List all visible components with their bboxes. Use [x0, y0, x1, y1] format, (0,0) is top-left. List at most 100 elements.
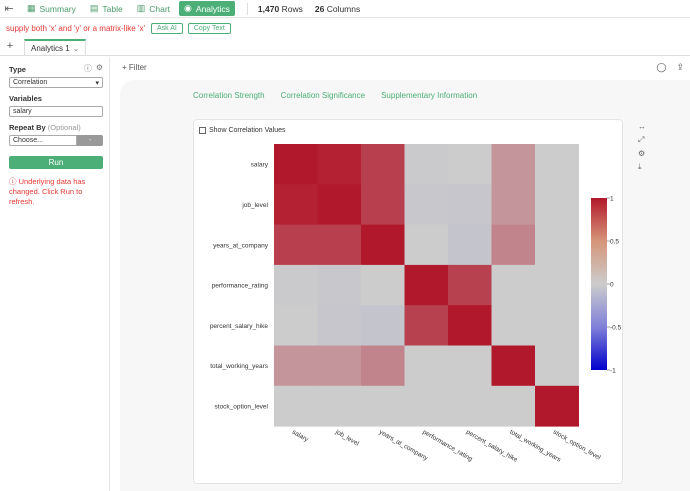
rows-count: 1,470	[257, 3, 280, 14]
show-values-checkbox[interactable]: Show Correlation Values	[199, 127, 286, 134]
heatmap-cell	[535, 144, 579, 185]
heatmap-cell	[361, 385, 405, 427]
y-tick-label: performance_rating	[212, 283, 269, 290]
expand-horizontal-icon[interactable]: ↔	[638, 122, 646, 131]
result-subtabs: Correlation Strength Correlation Signifi…	[193, 91, 477, 100]
refresh-warning: ⓘ Underlying data has changed. Click Run…	[9, 177, 103, 207]
variables-label: Variables	[9, 94, 42, 103]
tab-analytics-label: Analytics	[195, 3, 230, 14]
heatmap-cell	[361, 264, 405, 306]
rows-stat: 1,470 Rows	[258, 4, 303, 14]
colorbar-tick-label: -1	[610, 368, 616, 375]
colorbar-tick-label: 0	[610, 282, 614, 289]
download-icon[interactable]: ⤓	[638, 162, 642, 171]
error-bar: supply both 'x' and 'y' or a matrix-like…	[0, 21, 236, 35]
heatmap-cell	[274, 264, 318, 306]
variables-value: salary	[13, 108, 32, 115]
heatmap-cell	[448, 224, 492, 266]
tab-table[interactable]: ▤ Table	[85, 1, 128, 16]
add-tab-icon[interactable]: +	[6, 40, 14, 52]
colorbar-tick-label: 1	[610, 196, 614, 203]
tab-analytics[interactable]: ◉ Analytics	[179, 1, 235, 16]
heatmap-cell	[404, 305, 449, 346]
heatmap-cell	[491, 385, 536, 427]
tab-summary[interactable]: ▦ Summary	[22, 1, 81, 16]
heatmap-cell	[535, 224, 579, 266]
run-button[interactable]: Run	[9, 156, 103, 169]
expand-icon[interactable]: ⤢	[638, 135, 645, 144]
heatmap-cell	[535, 184, 579, 226]
heatmap-cell	[535, 385, 579, 427]
share-icon[interactable]: ⇪	[676, 62, 684, 72]
rows-label: Rows	[281, 3, 303, 14]
type-label: Type	[9, 65, 26, 74]
gear-icon[interactable]: ⚙	[95, 63, 103, 72]
warning-icon: ⓘ	[9, 177, 17, 186]
subtab-supplementary-information[interactable]: Supplementary Information	[381, 91, 478, 100]
heatmap-cell	[317, 385, 362, 427]
error-message: supply both 'x' and 'y' or a matrix-like…	[6, 23, 145, 33]
heatmap-cell	[274, 385, 318, 427]
settings-icon[interactable]: ⚙	[638, 149, 646, 158]
x-tick-label: job_level	[333, 428, 360, 448]
type-select-value: Correlation	[13, 79, 48, 86]
columns-stat: 26 Columns	[315, 4, 360, 14]
y-tick-label: job_level	[241, 202, 268, 209]
repeat-by-choose[interactable]: Choose...	[9, 135, 77, 146]
colorbar	[591, 198, 607, 370]
y-tick-label: percent_salary_hike	[210, 323, 269, 330]
heatmap-cell	[448, 184, 492, 226]
chevron-down-icon[interactable]: ⌄	[72, 43, 80, 53]
plus-icon: +	[122, 62, 127, 72]
heatmap-cell	[274, 345, 318, 387]
ask-ai-button[interactable]: Ask AI	[151, 22, 183, 34]
y-tick-label: years_at_company	[213, 242, 269, 249]
filter-row: + Filter	[110, 57, 690, 77]
repeat-by-label: Repeat By (Optional)	[9, 123, 103, 132]
heatmap-cell	[361, 144, 405, 185]
columns-count: 26	[314, 3, 325, 14]
tab-chart-label: Chart	[149, 3, 171, 14]
colorbar-tick-label: -0.5	[610, 325, 622, 332]
tab-table-label: Table	[102, 3, 123, 14]
tab-chart[interactable]: ▥ Chart	[132, 1, 175, 16]
heatmap-cell	[491, 184, 536, 226]
heatmap-cell	[404, 224, 449, 266]
heatmap-cell	[274, 144, 318, 185]
heatmap-cell	[317, 144, 362, 185]
heatmap-cell	[448, 385, 492, 427]
heatmap-cell	[317, 264, 362, 306]
repeat-by-dash[interactable]: -	[77, 135, 103, 146]
back-icon[interactable]: ⇤	[4, 3, 14, 15]
show-values-label: Show Correlation Values	[209, 127, 286, 134]
subtab-correlation-strength[interactable]: Correlation Strength	[193, 91, 265, 100]
heatmap-cell	[535, 305, 579, 346]
type-select[interactable]: Correlation ▾	[9, 77, 103, 88]
heatmap-cell	[448, 345, 492, 387]
copy-text-button[interactable]: Copy Text	[187, 22, 231, 34]
heatmap-cell	[491, 264, 536, 306]
analytics-tab-1[interactable]: Analytics 1 ⌄	[24, 39, 87, 55]
heatmap-cell	[448, 264, 492, 306]
filter-label: Filter	[128, 62, 147, 72]
checkbox-box[interactable]	[199, 127, 206, 134]
analytics-tabs-row: + Analytics 1 ⌄	[0, 38, 690, 56]
heatmap-cell	[274, 224, 318, 266]
help-icon[interactable]: ⓘ	[83, 64, 92, 73]
comment-icon[interactable]: ◯	[656, 62, 667, 72]
colorbar-tick-label: 0.5	[610, 239, 619, 246]
filter-button[interactable]: + Filter	[122, 63, 147, 72]
summary-icon: ▦	[27, 3, 36, 13]
table-icon: ▤	[89, 3, 99, 13]
heatmap-cell	[317, 224, 362, 266]
caret-down-icon: ▾	[95, 79, 99, 87]
chart-side-icons: ↔ ⤢ ⚙ ⤓	[638, 122, 646, 172]
variables-input[interactable]: salary	[9, 106, 103, 117]
heatmap-cell	[404, 385, 449, 427]
subtab-correlation-significance[interactable]: Correlation Significance	[280, 91, 366, 100]
repeat-by-select[interactable]: Choose... -	[9, 135, 103, 146]
heatmap-cell	[491, 305, 536, 346]
columns-label: Columns	[326, 3, 361, 14]
heatmap-cell	[404, 184, 449, 226]
repeat-by-optional: (Optional)	[47, 123, 81, 132]
